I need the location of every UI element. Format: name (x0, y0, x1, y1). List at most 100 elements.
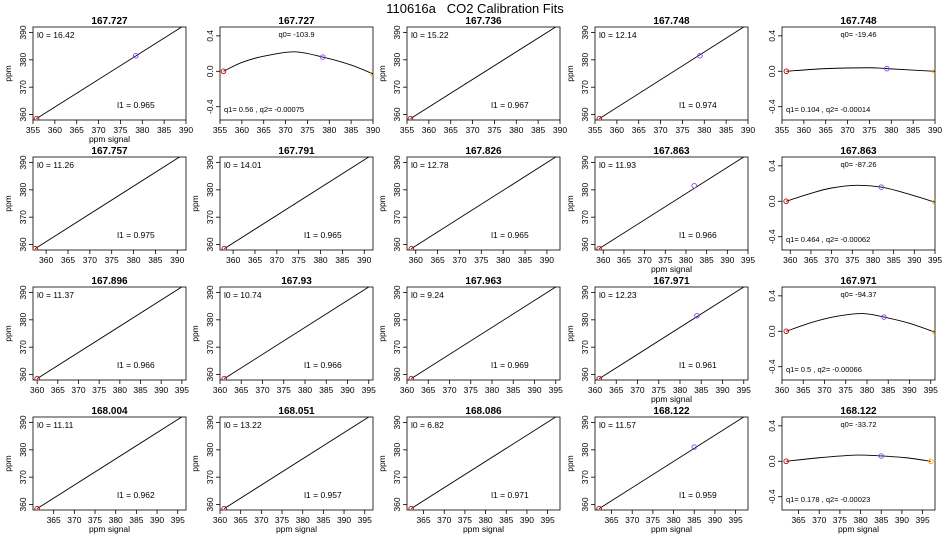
x-tick-label: 370 (71, 385, 85, 395)
plot-panel-16: 168.004 365 370 375 380 385 390 395 360 370 380 390… (3, 406, 187, 534)
plot-frame (219, 416, 374, 511)
slope-label: l1 = 0.965 (304, 230, 342, 240)
x-tick-label: 380 (509, 125, 523, 135)
y-tick-label: 380 (205, 442, 215, 456)
x-tick-label: 395 (549, 385, 563, 395)
x-tick-label: 380 (496, 255, 510, 265)
y-tick-label: 0.0 (767, 65, 777, 77)
q1-q2-label: q1= 0.178 , q2= -0.00023 (786, 495, 870, 504)
x-tick-label: 385 (148, 255, 162, 265)
x-tick-label: 370 (653, 125, 667, 135)
x-tick-label: 390 (902, 385, 916, 395)
x-tick-label: 370 (812, 515, 826, 525)
data-point (319, 54, 326, 60)
x-tick-label: 385 (887, 255, 901, 265)
x-tick-label: 365 (234, 385, 248, 395)
plot-frame (32, 26, 187, 121)
x-tick-label: 380 (322, 125, 336, 135)
x-tick-label: 390 (179, 125, 193, 135)
data-point (747, 287, 748, 288)
x-tick-label: 390 (553, 125, 567, 135)
plot-frame (406, 156, 561, 251)
x-tick-label: 365 (61, 255, 75, 265)
intercept-label: l0 = 11.93 (599, 160, 636, 170)
x-tick-label: 380 (485, 385, 499, 395)
intercept-label: l0 = 10.74 (224, 290, 262, 300)
y-tick-label: 380 (392, 312, 402, 326)
y-tick-label: 370 (580, 80, 590, 94)
x-tick-label: 365 (257, 125, 271, 135)
data-point (783, 458, 789, 465)
x-axis-label: ppm signal (838, 524, 879, 534)
y-tick-label: 370 (205, 210, 215, 224)
plot-title: 167.963 (465, 276, 502, 287)
y-tick-label: 390 (18, 415, 28, 429)
x-tick-label: 355 (213, 125, 227, 135)
fit-line (223, 417, 370, 510)
plot-panel-9: 167.863 360 365 370 375 380 385 390 395 360 370 380… (565, 146, 755, 274)
q0-label: q0= -103.9 (278, 30, 314, 39)
x-tick-label: 380 (126, 255, 140, 265)
plot-title: 168.004 (91, 406, 128, 417)
y-tick-label: 370 (392, 340, 402, 354)
data-point (878, 453, 884, 459)
q1-q2-label: q1= 0.104 , q2= -0.00014 (786, 105, 870, 114)
x-tick-label: 375 (862, 125, 876, 135)
y-axis-label: ppm (3, 325, 13, 342)
plot-title: 167.971 (840, 276, 877, 287)
plot-frame (406, 26, 561, 121)
intercept-label: l0 = 16.42 (37, 30, 75, 40)
slope-label: l1 = 0.965 (491, 230, 529, 240)
x-tick-label: 370 (840, 125, 854, 135)
y-tick-label: 380 (18, 182, 28, 196)
data-point (932, 329, 935, 335)
x-tick-label: 375 (675, 125, 689, 135)
y-axis-label: ppm (3, 195, 13, 212)
y-tick-label: 360 (392, 237, 402, 251)
x-tick-label: 375 (464, 385, 478, 395)
data-point (372, 157, 373, 158)
slope-label: l1 = 0.966 (679, 230, 717, 240)
q0-label: q0= -33.72 (840, 420, 876, 429)
fit-line (411, 287, 557, 380)
intercept-label: l0 = 11.57 (599, 420, 636, 430)
x-tick-label: 390 (150, 515, 164, 525)
data-point (221, 245, 228, 250)
data-point (596, 375, 602, 380)
y-tick-label: 370 (580, 210, 590, 224)
x-tick-label: 365 (804, 255, 818, 265)
x-tick-label: 365 (617, 255, 631, 265)
x-tick-label: 385 (319, 385, 333, 395)
data-point (33, 115, 40, 120)
x-tick-label: 370 (83, 255, 97, 265)
plot-title: 167.727 (278, 16, 315, 27)
plot-panel-18: 168.086 365 370 375 380 385 390 395 360 370 380 390… (377, 406, 561, 534)
x-tick-label: 375 (300, 125, 314, 135)
y-axis-label: ppm (3, 455, 13, 472)
data-point (783, 68, 790, 75)
x-tick-label: 395 (171, 515, 185, 525)
q1-q2-label: q1= 0.5 , q2= -0.00066 (786, 365, 862, 374)
x-tick-label: 365 (791, 515, 805, 525)
slope-label: l1 = 0.971 (491, 490, 529, 500)
intercept-label: l0 = 13.22 (224, 420, 262, 430)
x-tick-label: 375 (277, 385, 291, 395)
x-tick-label: 380 (296, 515, 310, 525)
plot-frame (219, 286, 374, 381)
y-tick-label: 380 (18, 442, 28, 456)
data-point (183, 157, 185, 158)
x-axis-label: ppm signal (651, 264, 692, 274)
x-tick-label: 355 (775, 125, 789, 135)
x-tick-label: 360 (235, 125, 249, 135)
y-tick-label: 0.4 (767, 30, 777, 42)
plot-title: 167.863 (840, 146, 877, 157)
x-tick-label: 375 (88, 515, 102, 525)
slope-label: l1 = 0.967 (491, 100, 529, 110)
data-point (220, 68, 227, 75)
y-axis-label: ppm (377, 195, 387, 212)
slope-label: l1 = 0.966 (117, 360, 155, 370)
y-tick-label: 0.4 (767, 290, 777, 302)
y-tick-label: 360 (18, 237, 28, 251)
x-tick-label: 385 (157, 125, 171, 135)
plot-panel-20: 168.122 365 370 375 380 385 390 395 -0.4 0.0 0.4 pp… (767, 406, 936, 534)
